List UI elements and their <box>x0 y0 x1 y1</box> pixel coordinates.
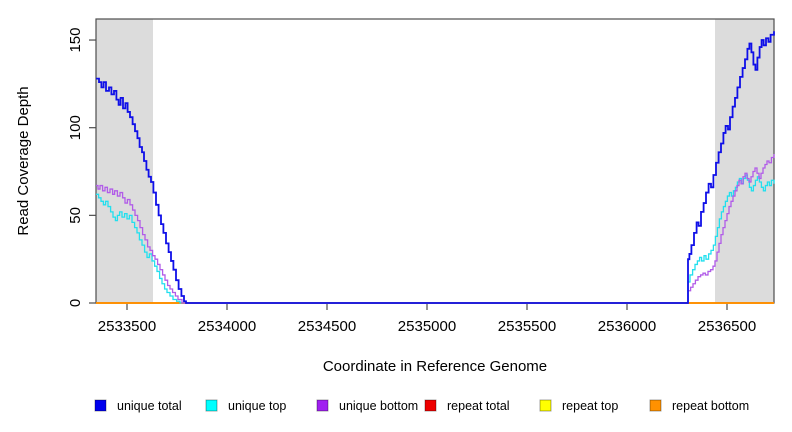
legend-item-unique-top: unique top <box>205 399 286 413</box>
chart-legend: unique total unique top unique bottom repea… <box>94 399 749 413</box>
x-tick-label: 2536000 <box>598 318 656 335</box>
series-line-unique-total <box>96 31 775 304</box>
plot-frame <box>95 18 775 304</box>
axis-ticks: 2533500 2534000 2534500 2535000 2535500 25360… <box>67 28 756 335</box>
legend-label: repeat total <box>447 399 510 413</box>
legend-item-unique-bottom: unique bottom <box>316 399 418 413</box>
y-tick-label: 150 <box>67 28 84 53</box>
repeat-bottom-swatch-icon <box>649 399 662 412</box>
legend-item-unique-total: unique total <box>94 399 182 413</box>
y-tick-label: 100 <box>67 115 84 140</box>
unique-total-swatch-icon <box>94 399 107 412</box>
x-tick-label: 2535500 <box>498 318 556 335</box>
legend-label: unique total <box>117 399 182 413</box>
unique-bottom-swatch-icon <box>316 399 329 412</box>
x-tick-label: 2533500 <box>98 318 156 335</box>
legend-item-repeat-top: repeat top <box>539 399 618 413</box>
repeat-top-swatch-icon <box>539 399 552 412</box>
legend-item-repeat-total: repeat total <box>424 399 510 413</box>
series-line-unique-bottom <box>96 153 775 304</box>
highlight-bands <box>96 19 774 303</box>
plot-border <box>95 18 775 304</box>
unique-top-swatch-icon <box>205 399 218 412</box>
legend-label: repeat bottom <box>672 399 749 413</box>
legend-label: repeat top <box>562 399 618 413</box>
series-line-unique-top <box>96 174 775 304</box>
x-axis-title: Coordinate in Reference Genome <box>323 358 547 375</box>
y-tick-label: 50 <box>67 207 84 224</box>
y-tick-label: 0 <box>67 299 84 307</box>
repeat-total-swatch-icon <box>424 399 437 412</box>
x-tick-label: 2534000 <box>198 318 256 335</box>
x-tick-label: 2534500 <box>298 318 356 335</box>
legend-label: unique bottom <box>339 399 418 413</box>
series-lines <box>96 31 775 304</box>
x-tick-label: 2536500 <box>698 318 756 335</box>
y-axis-title: Read Coverage Depth <box>15 86 32 235</box>
legend-label: unique top <box>228 399 286 413</box>
legend-item-repeat-bottom: repeat bottom <box>649 399 749 413</box>
x-tick-label: 2535000 <box>398 318 456 335</box>
